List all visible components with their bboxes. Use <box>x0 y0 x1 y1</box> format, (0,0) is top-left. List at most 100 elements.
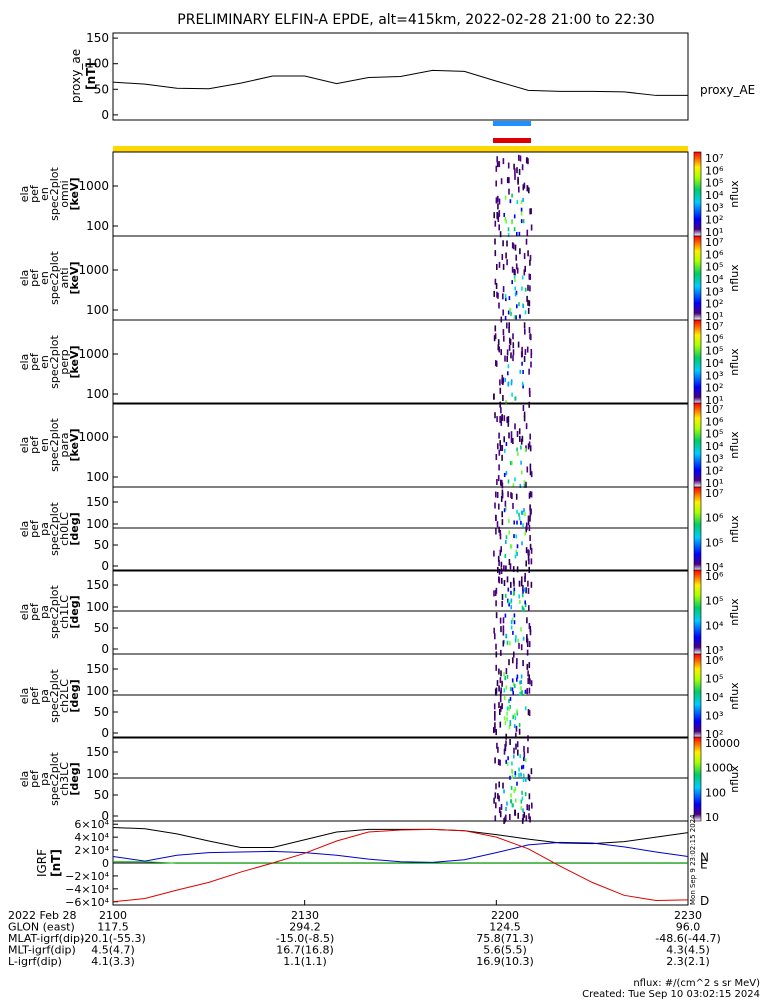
heatmap-cell <box>523 253 526 260</box>
heatmap-cell <box>518 642 520 649</box>
heatmap-cell <box>510 492 512 499</box>
colorbar-tick-label: 10⁵ <box>705 428 723 441</box>
heatmap-cell <box>516 658 518 665</box>
heatmap-cell <box>522 808 524 813</box>
heatmap-cell <box>499 617 502 624</box>
heatmap-cell <box>519 599 521 604</box>
heatmap-cell <box>514 477 516 482</box>
heatmap-cell <box>521 593 524 598</box>
table-cell: 16.7(16.8) <box>276 944 334 957</box>
heatmap-cell <box>499 759 501 766</box>
heatmap-cell <box>530 224 533 231</box>
heatmap-cell <box>511 242 514 249</box>
heatmap-cell <box>524 349 527 356</box>
heatmap-cell <box>495 783 497 790</box>
colorbar-tick-label: 10⁶ <box>705 512 724 525</box>
heatmap-cell <box>527 250 529 257</box>
spectrogram-ylabel-line: pa <box>38 522 51 536</box>
heatmap-cell <box>529 678 531 685</box>
colorbar-tick-label: 10⁴ <box>705 619 724 632</box>
heatmap-cell <box>505 400 507 405</box>
colorbar-label: nflux <box>728 348 741 376</box>
heatmap-cell <box>522 636 525 641</box>
table-cell: 117.5 <box>97 921 129 934</box>
heatmap-cell <box>497 793 499 800</box>
heatmap-cell <box>494 250 497 257</box>
heatmap-cell <box>514 554 517 559</box>
heatmap-cell <box>514 292 517 297</box>
heatmap-cell <box>527 515 530 522</box>
spectrogram-ylabel-line: en <box>38 438 51 452</box>
table-row-label: 2022 Feb 28 <box>8 909 76 922</box>
heatmap-cell <box>494 238 496 245</box>
heatmap-cell <box>521 346 523 353</box>
heatmap-cell <box>503 789 505 794</box>
heatmap-cell <box>515 263 518 270</box>
heatmap-cell <box>511 687 514 692</box>
heatmap-cell <box>526 346 529 353</box>
heatmap-cell <box>526 804 528 811</box>
heatmap-cell <box>501 482 504 489</box>
heatmap-cell <box>525 547 528 554</box>
heatmap-cell <box>515 635 517 639</box>
heatmap-cell <box>495 687 498 694</box>
heatmap-cell <box>530 361 532 368</box>
heatmap-cell <box>529 469 532 476</box>
heatmap-cell <box>512 715 514 720</box>
heatmap-cell <box>500 670 502 677</box>
spectrogram-ytick-label: 50 <box>94 705 109 719</box>
heatmap-cell <box>530 491 533 498</box>
heatmap-cell <box>500 687 502 694</box>
heatmap-cell <box>530 558 533 565</box>
heatmap-cell <box>503 436 505 443</box>
spectrogram-ytick-label: 100 <box>86 303 109 317</box>
proxy-ae-legend: proxy_AE <box>700 83 755 97</box>
heatmap-cell <box>516 566 519 573</box>
heatmap-cell <box>528 804 530 811</box>
heatmap-cell <box>524 572 526 579</box>
heatmap-cell <box>506 177 509 184</box>
heatmap-cell <box>495 612 498 619</box>
heatmap-cell <box>521 470 523 475</box>
igrf-series-label: E <box>700 857 708 871</box>
heatmap-cell <box>512 349 515 356</box>
colorbar-tick-label: 10⁴ <box>705 273 724 286</box>
heatmap-cell <box>512 342 515 349</box>
heatmap-cell <box>521 576 523 583</box>
proxy-ae-yunits: [nT] <box>84 62 98 90</box>
heatmap-cell <box>521 286 523 291</box>
proxy-ae-ytick-label: 100 <box>86 57 109 71</box>
proxy-ae-ylabel: proxy_ae <box>69 49 83 103</box>
heatmap-cell <box>498 807 501 814</box>
heatmap-cell <box>524 512 526 517</box>
proxy-ae-ytick-label: 50 <box>94 82 109 96</box>
heatmap-cell <box>523 757 525 762</box>
spectrogram-frame <box>112 653 689 739</box>
heatmap-cell <box>503 672 505 677</box>
spectrogram-ytick-label: 1000 <box>78 263 109 277</box>
heatmap-cell <box>499 721 502 728</box>
heatmap-cell <box>527 307 530 314</box>
spectrogram-ytick-label: 1000 <box>78 179 109 193</box>
heatmap-cell <box>522 814 525 821</box>
heatmap-cell <box>506 717 508 722</box>
heatmap-cell <box>527 709 530 716</box>
heatmap-cell <box>515 254 517 261</box>
heatmap-cell <box>506 801 508 806</box>
heatmap-cell <box>527 773 530 780</box>
igrf-yunits: [nT] <box>49 849 63 877</box>
heatmap-cell <box>504 721 507 726</box>
heatmap-cell <box>505 471 508 476</box>
colorbar <box>693 402 702 488</box>
heatmap-cell <box>510 785 513 790</box>
heatmap-cell <box>513 724 516 729</box>
spectrogram-ytick-label: 150 <box>86 662 109 676</box>
heatmap-cell <box>523 608 525 613</box>
heatmap-cell <box>525 423 528 430</box>
heatmap-cell <box>517 178 519 185</box>
heatmap-cell <box>528 775 531 782</box>
heatmap-cell <box>497 475 500 482</box>
heatmap-cell <box>493 727 495 734</box>
colorbar-tick-label: 10⁵ <box>705 536 723 549</box>
